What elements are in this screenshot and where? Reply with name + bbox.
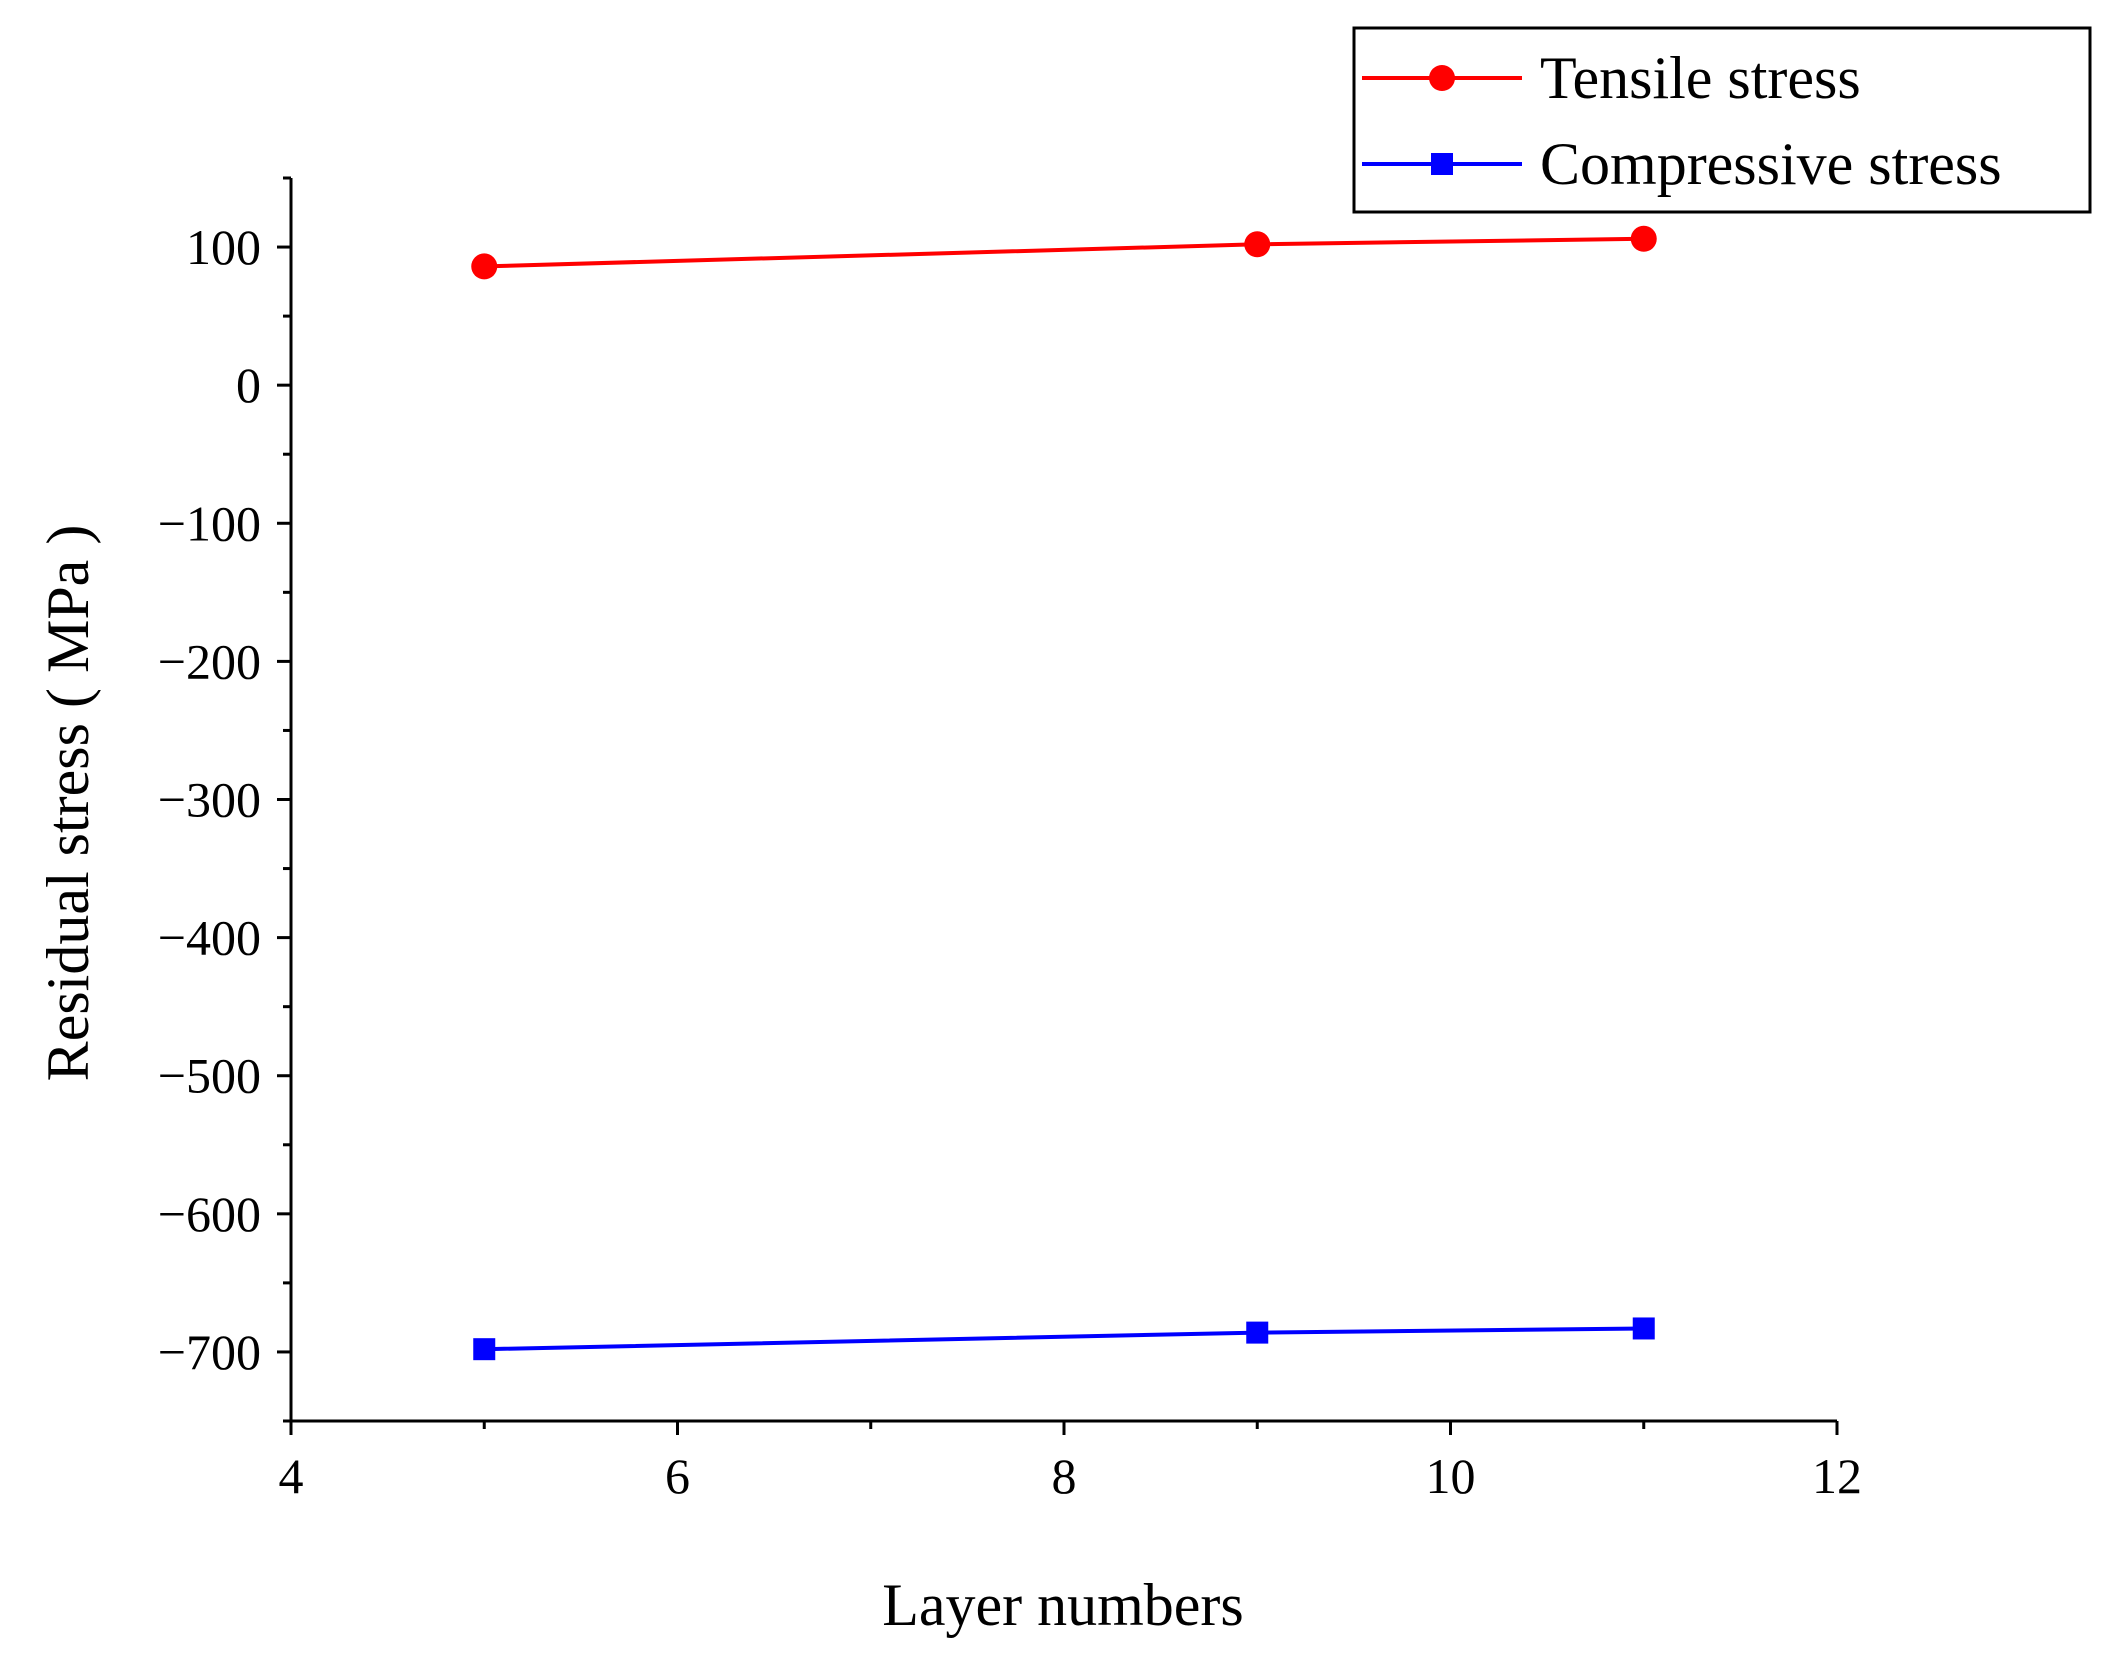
y-tick-label: −200 (158, 633, 261, 689)
compressive-point (1246, 1321, 1269, 1344)
y-tick-label: −300 (158, 772, 261, 828)
x-ticks: 4 6 8 10 12 (279, 1421, 1862, 1504)
y-tick-label: −700 (158, 1324, 261, 1380)
tensile-point (471, 253, 498, 280)
compressive-point (473, 1338, 496, 1361)
legend-tensile-label: Tensile stress (1540, 45, 1861, 111)
y-axis-title: Residual stress ( MPa ) (35, 525, 101, 1082)
y-tick-label: −500 (158, 1048, 261, 1104)
legend: Tensile stress Compressive stress (1352, 26, 2092, 214)
y-ticks: 100 0 −100 −200 −300 −400 −500 −600 −700 (158, 176, 291, 1423)
y-tick-label: −100 (158, 495, 261, 551)
x-tick-label: 12 (1812, 1448, 1862, 1504)
x-axis-title: Layer numbers (882, 1572, 1244, 1638)
tensile-point (1630, 225, 1657, 252)
y-tick-label: −600 (158, 1186, 261, 1242)
tensile-point (1244, 231, 1271, 258)
axes (289, 178, 1837, 1423)
compressive-point (1632, 1317, 1655, 1340)
legend-compressive-label: Compressive stress (1540, 131, 2002, 197)
legend-compressive-marker (1431, 153, 1453, 175)
tensile-series-line (484, 236, 1644, 269)
x-tick-label: 6 (665, 1448, 690, 1504)
x-tick-label: 4 (279, 1448, 304, 1504)
y-tick-label: 0 (236, 357, 261, 413)
series-layer (471, 225, 1657, 1361)
y-tick-label: −400 (158, 910, 261, 966)
compressive-series-line (484, 1326, 1644, 1352)
legend-box (1352, 26, 2092, 214)
x-tick-label: 8 (1052, 1448, 1077, 1504)
legend-tensile-marker (1429, 65, 1455, 91)
x-tick-label: 10 (1426, 1448, 1476, 1504)
y-tick-label: 100 (186, 219, 261, 275)
